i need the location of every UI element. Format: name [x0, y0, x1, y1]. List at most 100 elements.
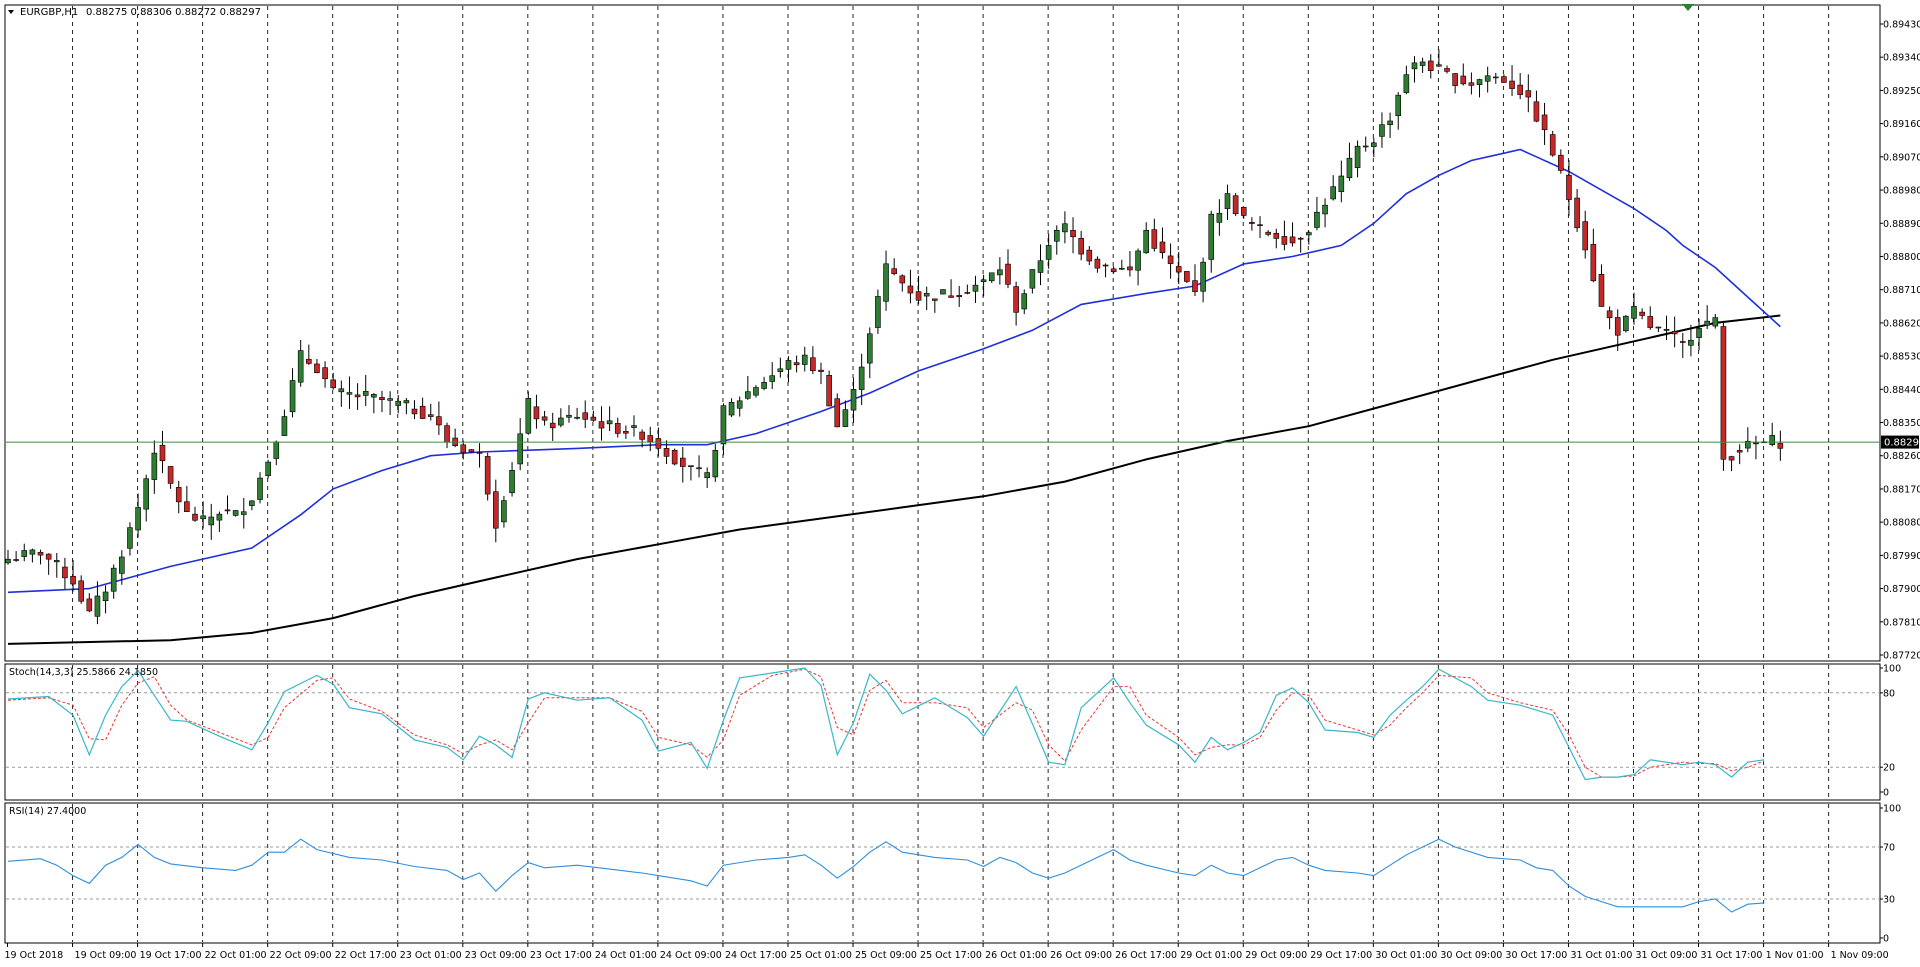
candle: [371, 393, 377, 414]
price-axis-label: 0.88440: [1883, 385, 1920, 396]
candle-body: [192, 513, 198, 521]
candle-body: [492, 491, 499, 529]
candle: [858, 353, 865, 406]
candle: [1265, 230, 1271, 237]
candle: [810, 346, 816, 375]
candlesticks: [5, 49, 1784, 625]
candle-body: [297, 350, 304, 383]
candle-body: [1427, 60, 1434, 71]
ma-fast-line: [7, 148, 1781, 594]
candle: [314, 358, 320, 374]
vertical-grid: [72, 6, 1830, 942]
candle-body: [1135, 250, 1141, 271]
candle-body: [338, 388, 345, 393]
candle-body: [1314, 211, 1320, 228]
candle-body: [1379, 124, 1385, 137]
candle-body: [167, 466, 174, 484]
stoch-axis-label: 100: [1883, 664, 1901, 675]
price-axis-label: 0.89250: [1883, 86, 1920, 97]
candle-body: [1362, 145, 1369, 148]
candle: [151, 440, 158, 494]
candle: [1240, 206, 1247, 219]
candle: [1582, 210, 1589, 259]
candle: [119, 550, 125, 585]
candle-body: [842, 409, 849, 427]
candle: [249, 500, 255, 511]
candle: [159, 430, 166, 474]
candle: [988, 272, 995, 283]
candle: [777, 357, 784, 378]
candle-body: [1549, 134, 1556, 156]
candle: [1387, 112, 1393, 138]
stoch-main-line: [7, 667, 1765, 781]
candle-body: [371, 393, 377, 398]
candle: [13, 551, 19, 562]
candle: [785, 356, 792, 383]
candle-body: [1045, 245, 1052, 260]
candle-body: [614, 423, 621, 434]
candle-body: [135, 507, 141, 531]
rsi-axis-label: 70: [1883, 843, 1895, 854]
candle-body: [86, 598, 93, 612]
candle: [427, 403, 434, 421]
candle-body: [411, 408, 418, 415]
candle-body: [257, 477, 263, 500]
candle: [590, 410, 597, 422]
candle: [566, 405, 572, 423]
candle-body: [753, 387, 759, 396]
rsi-axis-label: 30: [1883, 895, 1895, 906]
candle-body: [1354, 145, 1361, 169]
candle: [403, 397, 410, 415]
candle-body: [159, 444, 166, 462]
candle-body: [1419, 61, 1426, 66]
stoch-header: Stoch(14,3,3) 25.5866 24.1850: [9, 667, 158, 678]
candle-body: [858, 366, 865, 390]
candle: [94, 581, 101, 625]
candle-body: [1265, 231, 1271, 235]
candle: [1362, 136, 1369, 152]
candle: [1216, 199, 1223, 236]
candle-body: [1281, 236, 1288, 245]
candle: [1379, 112, 1385, 148]
candle: [598, 406, 605, 441]
candle-body: [1306, 232, 1312, 236]
candle-body: [1452, 73, 1458, 86]
candle: [891, 258, 897, 276]
candle: [728, 398, 735, 418]
candle: [281, 409, 288, 436]
candle: [623, 425, 629, 439]
candle: [1517, 73, 1523, 100]
stoch-axis-label: 0: [1883, 788, 1889, 799]
candle: [866, 327, 873, 379]
candle-body: [891, 268, 897, 275]
candle-body: [1712, 317, 1719, 327]
candle: [289, 368, 296, 418]
candle: [997, 257, 1003, 285]
candle: [875, 289, 881, 334]
y-axis-labels: 0.89430 0.89340 0.89250 0.89160 0.89070 0.889…: [1880, 20, 1920, 945]
candle-body: [533, 406, 540, 420]
candle: [923, 286, 930, 311]
time-axis-label: 26 Oct 09:00: [1050, 950, 1112, 961]
candle-body: [1403, 74, 1410, 93]
x-axis-labels: 19 Oct 2018 19 Oct 09:00 19 Oct 17:00 22 Oc…: [5, 943, 1889, 961]
candle-body: [1647, 316, 1654, 328]
candle: [509, 462, 515, 497]
candle-body: [761, 381, 767, 389]
candle-body: [1631, 306, 1637, 319]
candle: [232, 509, 239, 517]
candle: [110, 564, 117, 599]
candle: [842, 400, 849, 427]
candle-body: [1005, 263, 1011, 285]
candle: [45, 553, 52, 575]
candle-body: [306, 358, 312, 364]
candle-body: [1192, 280, 1198, 292]
candle-body: [850, 389, 857, 411]
candle: [1005, 249, 1011, 289]
time-axis-label: 29 Oct 09:00: [1245, 950, 1307, 961]
chart-menu-triangle-icon[interactable]: [8, 10, 14, 14]
candle-body: [1679, 341, 1686, 343]
candle-body: [1501, 76, 1507, 83]
candle-body: [988, 272, 995, 282]
